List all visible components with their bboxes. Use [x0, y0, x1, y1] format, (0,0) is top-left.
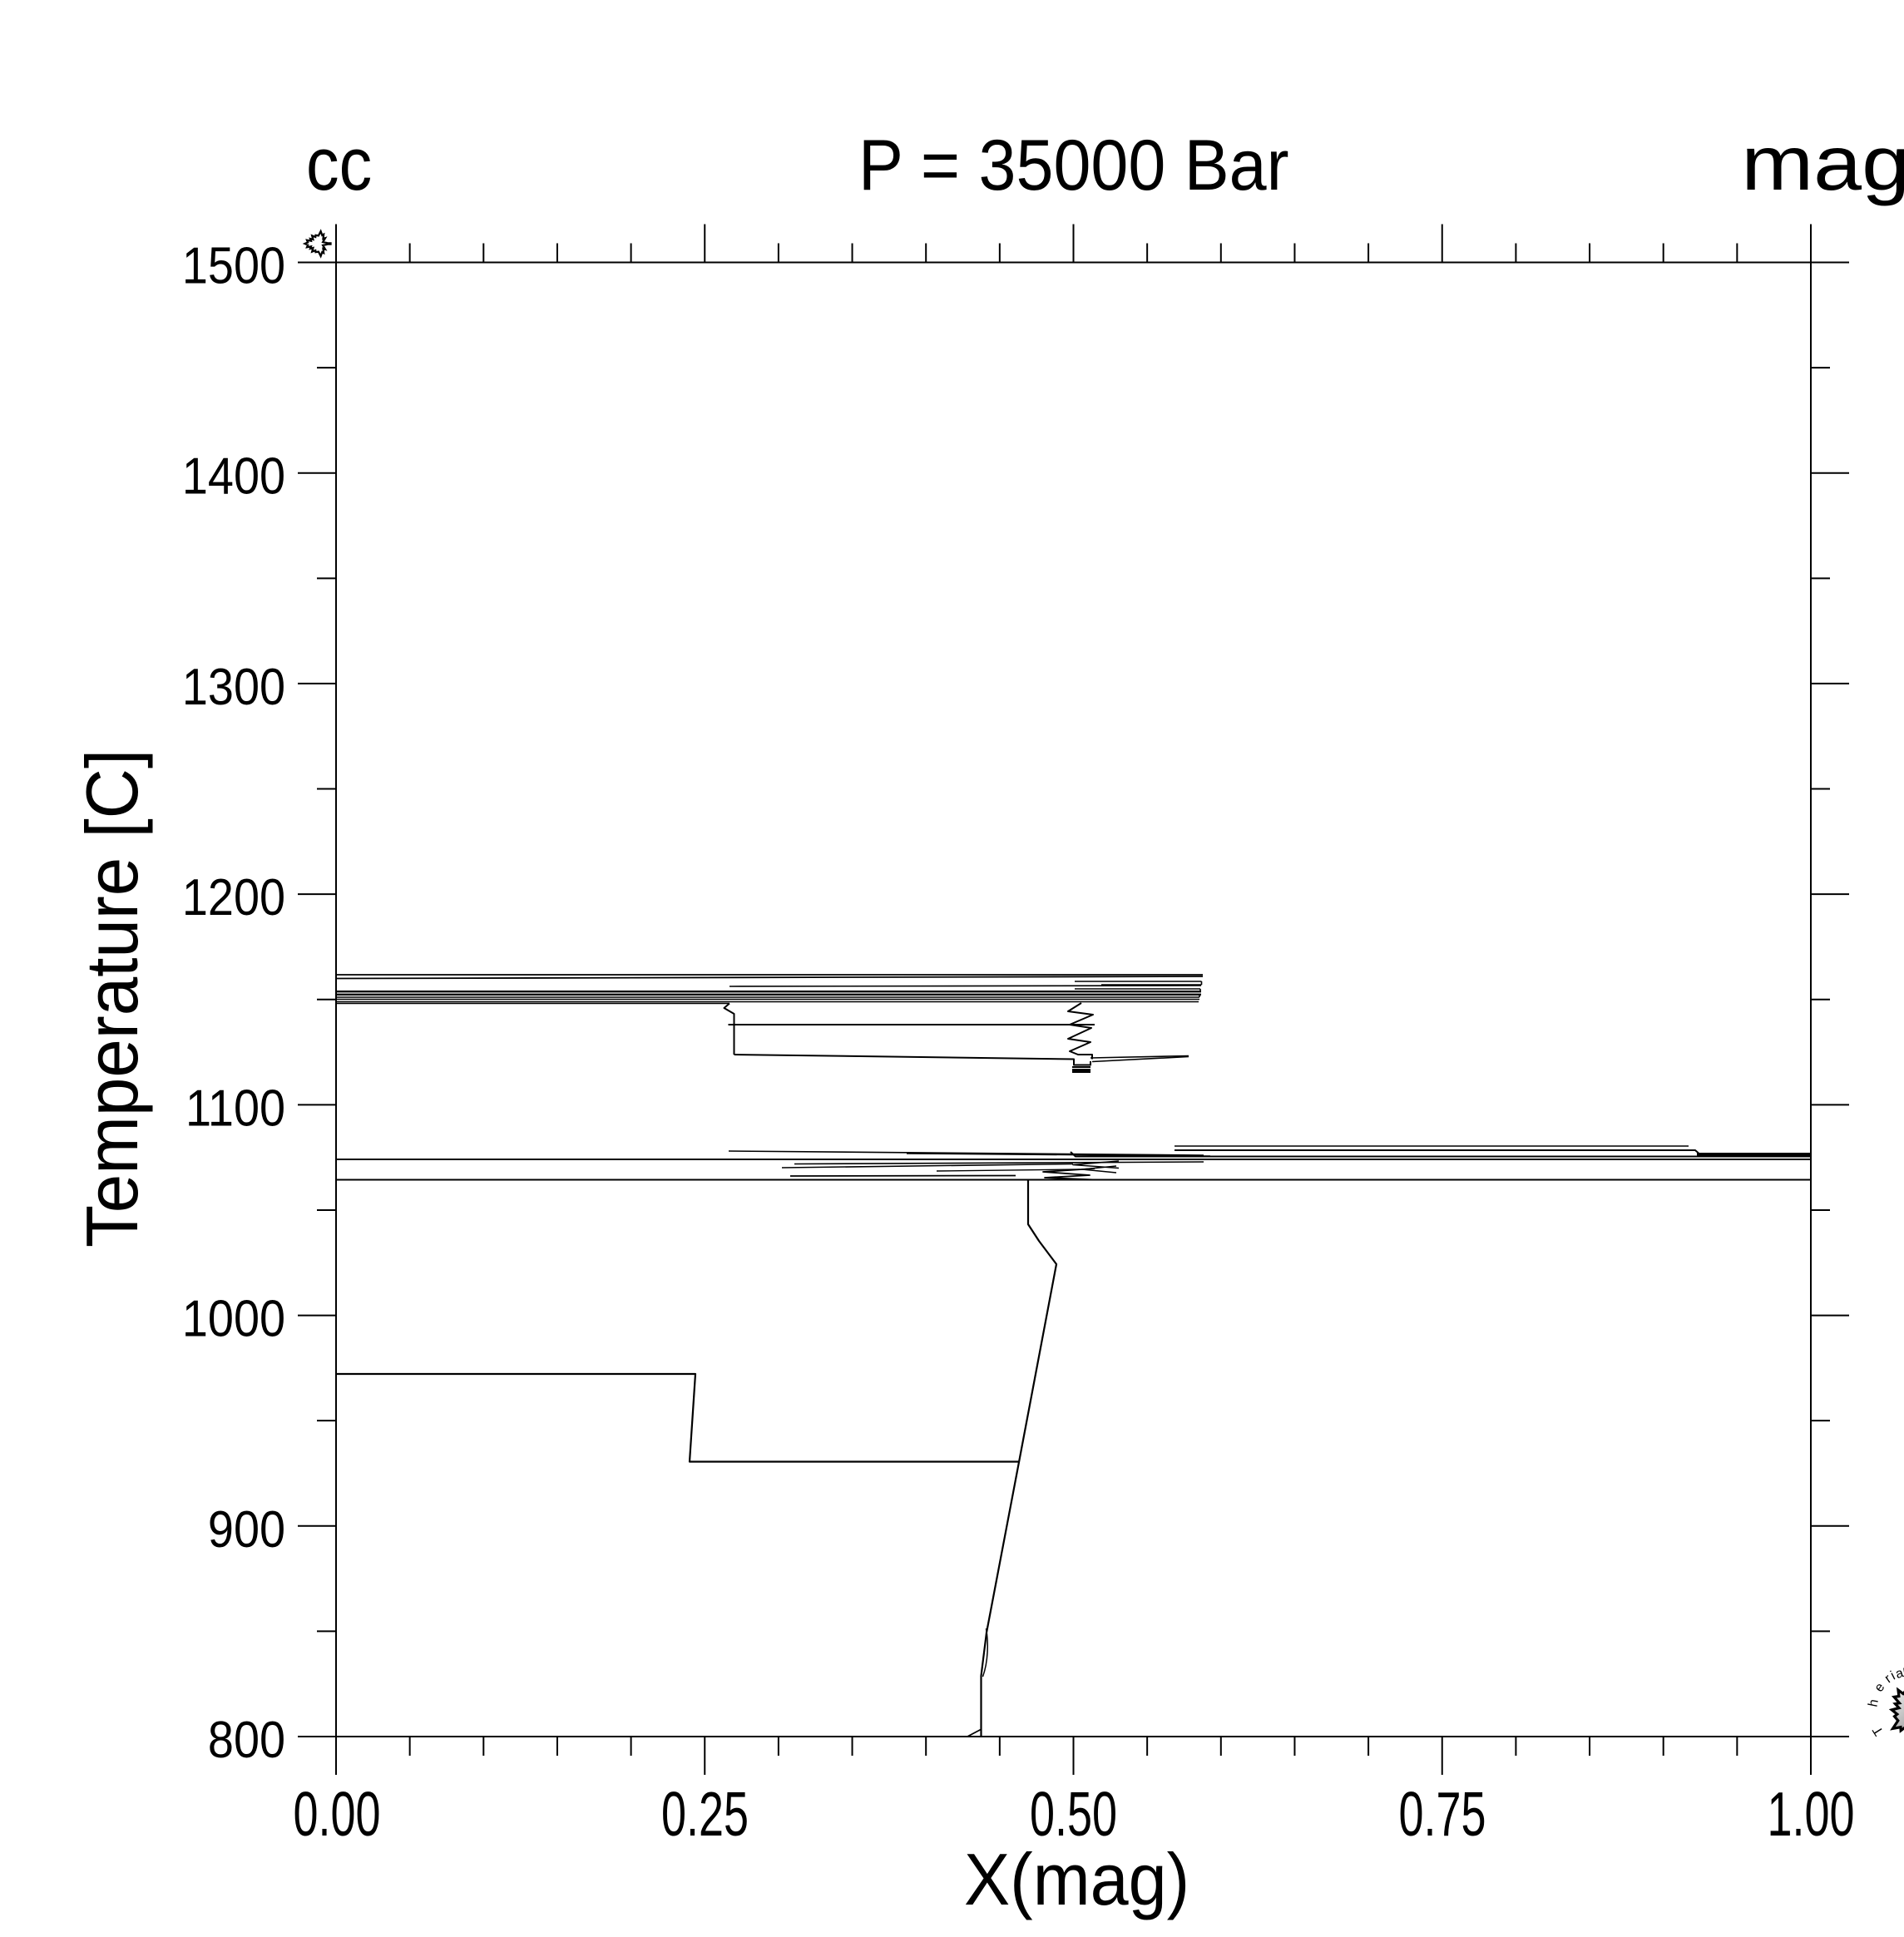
svg-text:1200: 1200 [182, 869, 285, 926]
svg-text:P = 35000 Bar: P = 35000 Bar [858, 125, 1289, 205]
svg-text:h: h [1867, 1698, 1882, 1708]
svg-text:1300: 1300 [182, 659, 285, 715]
svg-text:X(mag): X(mag) [964, 1840, 1189, 1921]
svg-text:mag: mag [1741, 120, 1904, 206]
svg-text:1500: 1500 [182, 238, 285, 294]
svg-text:i: i [1888, 1669, 1897, 1683]
svg-text:1.00: 1.00 [1767, 1779, 1854, 1849]
svg-text:1100: 1100 [185, 1080, 285, 1137]
svg-text:a: a [1894, 1666, 1904, 1682]
svg-text:k: k [1902, 1666, 1904, 1681]
svg-text:1400: 1400 [182, 448, 285, 505]
svg-text:0.25: 0.25 [661, 1779, 749, 1849]
svg-text:0.50: 0.50 [1030, 1779, 1117, 1849]
svg-text:0.00: 0.00 [293, 1779, 380, 1849]
svg-text:cc: cc [306, 121, 372, 205]
svg-text:0.75: 0.75 [1398, 1779, 1486, 1849]
svg-text:800: 800 [208, 1712, 285, 1768]
svg-text:Temperature [C]: Temperature [C] [72, 749, 153, 1248]
svg-text:1000: 1000 [182, 1291, 285, 1347]
svg-text:900: 900 [208, 1501, 285, 1558]
